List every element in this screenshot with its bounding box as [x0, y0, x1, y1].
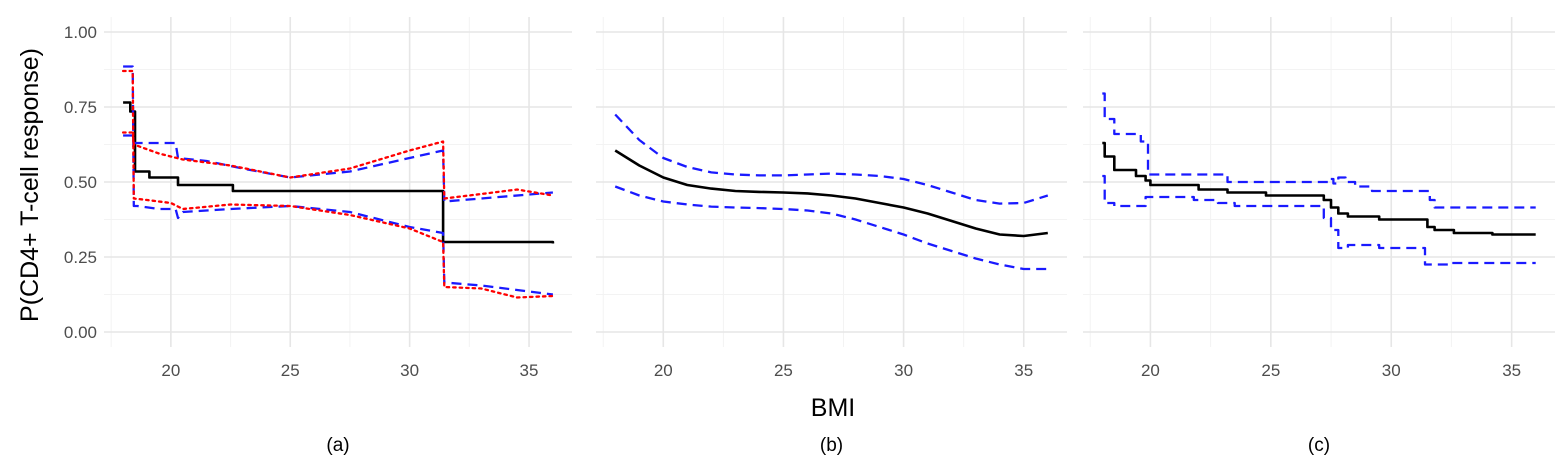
series-line-dashed-3: [614, 185, 1048, 271]
x-tick-label: 35: [1014, 361, 1033, 380]
x-tick-label: 30: [400, 361, 419, 380]
x-tick-label: 25: [1261, 361, 1280, 380]
panel-2: 20 25 30 35 (b): [596, 17, 1067, 456]
x-tick-label: 30: [1382, 361, 1401, 380]
panel-caption: (c): [1308, 435, 1330, 456]
series-line-dotted-4: [121, 69, 555, 299]
series-line-dotted-5: [121, 131, 555, 200]
y-tick-label: 0.00: [64, 323, 97, 342]
series-line-solid-1: [614, 149, 1048, 238]
panel-caption: (a): [326, 435, 349, 456]
series-line-dashed-3: [1102, 174, 1536, 266]
panel-caption: (b): [820, 435, 843, 456]
y-tick-label: 0.75: [64, 98, 97, 117]
y-axis-title: P(CD4+ T-cell response): [16, 48, 44, 322]
x-tick-label: 35: [1502, 361, 1521, 380]
x-tick-label: 20: [161, 361, 180, 380]
x-tick-label: 20: [654, 361, 673, 380]
y-tick-label: 0.25: [64, 248, 97, 267]
series-line-dashed-2: [614, 113, 1049, 205]
x-axis-title: BMI: [811, 394, 855, 422]
series-line-dashed-2: [1102, 92, 1536, 209]
x-tick-label: 20: [1141, 361, 1160, 380]
series-line-solid-1: [123, 101, 555, 244]
series-line-solid-1: [1102, 141, 1536, 236]
panel-3: 20 25 30 35 (c): [1083, 17, 1555, 456]
y-tick-label: 0.50: [64, 173, 97, 192]
panel-1: 20 25 30 35 0.00 0.25 0.50 0.75 1.00 (a): [64, 17, 572, 456]
series-line-dashed-2: [123, 65, 554, 296]
x-tick-label: 35: [520, 361, 539, 380]
x-tick-label: 30: [894, 361, 913, 380]
x-tick-label: 25: [281, 361, 300, 380]
panels: 20 25 30 35 0.00 0.25 0.50 0.75 1.00 (a) 20 25 30 35 (…: [64, 17, 1555, 456]
x-tick-label: 25: [774, 361, 793, 380]
y-tick-label: 1.00: [64, 23, 97, 42]
